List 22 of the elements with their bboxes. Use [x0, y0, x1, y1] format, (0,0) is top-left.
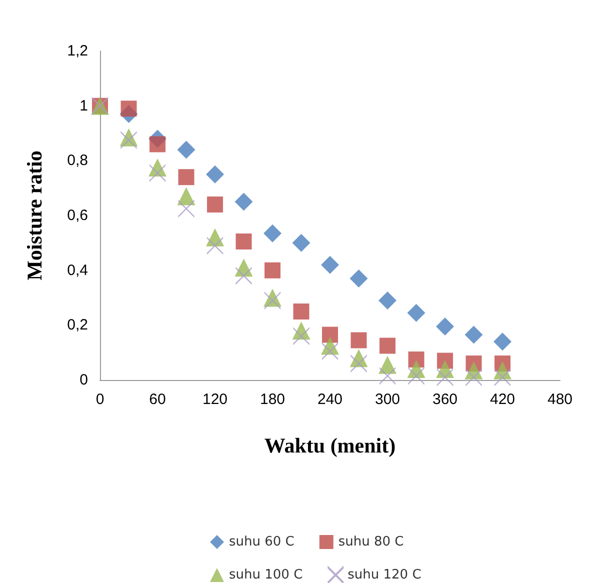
x-tick-label: 60: [149, 391, 166, 408]
x-tick-label: 0: [96, 391, 104, 408]
legend-label: suhu 120 C: [348, 568, 422, 582]
y-tick-label: 1: [80, 97, 88, 114]
legend-label: suhu 80 C: [338, 534, 404, 550]
y-tick-label: 0,6: [67, 207, 88, 224]
y-tick-label: 0,4: [67, 262, 88, 279]
x-tick-label: 300: [374, 391, 400, 408]
legend-label: suhu 60 C: [229, 534, 294, 550]
x-axis-title: Waktu (menit): [264, 434, 396, 458]
y-tick-label: 0: [80, 372, 88, 388]
x-tick-label: 420: [490, 391, 516, 408]
y-tick-label: 1,2: [67, 42, 88, 60]
x-tick-label: 120: [202, 391, 228, 408]
x-tick-label: 360: [432, 391, 458, 408]
y-tick-label: 0,8: [67, 152, 88, 170]
y-tick-label: 0,2: [67, 316, 88, 334]
x-tick-label: 180: [260, 391, 286, 408]
y-axis-title: Moisture ratio: [22, 150, 46, 280]
x-tick-label: 240: [317, 391, 343, 408]
legend-label: suhu 100 C: [229, 568, 303, 582]
x-tick-label: 480: [547, 391, 573, 408]
